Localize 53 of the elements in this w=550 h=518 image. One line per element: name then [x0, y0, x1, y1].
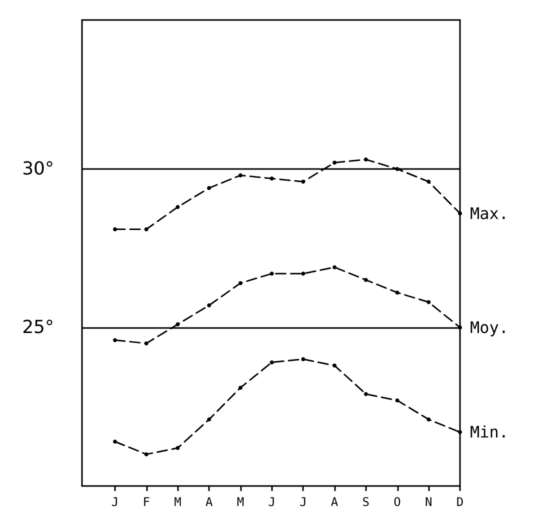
point	[144, 341, 148, 346]
point	[238, 173, 242, 178]
point	[395, 290, 400, 295]
series-label: Max.	[470, 204, 509, 223]
point	[301, 272, 306, 276]
point	[364, 392, 368, 396]
x-tick-label: J	[268, 495, 276, 509]
x-tick-label: A	[205, 495, 214, 509]
point	[458, 211, 462, 216]
series-label: Min.	[470, 422, 509, 442]
point	[207, 303, 212, 308]
point	[207, 186, 212, 190]
x-tick-label: S	[362, 495, 370, 509]
point	[426, 417, 431, 422]
point	[458, 430, 462, 434]
point	[176, 446, 180, 450]
point	[144, 227, 148, 232]
point	[113, 338, 117, 342]
point	[364, 278, 368, 282]
x-tick-label: O	[394, 495, 401, 509]
point	[270, 360, 274, 364]
point	[113, 440, 117, 444]
point	[176, 205, 180, 210]
x-tick-label: D	[456, 495, 464, 509]
point	[395, 166, 400, 171]
point	[238, 386, 242, 390]
x-tick-label: N	[425, 495, 432, 509]
point	[301, 357, 306, 362]
point	[238, 281, 242, 286]
y-tick-label: 30°	[22, 158, 54, 180]
x-tick-label: J	[300, 495, 307, 509]
point	[332, 364, 337, 368]
point	[426, 180, 431, 184]
point	[144, 452, 148, 456]
series-label: Moy.	[470, 318, 509, 337]
point	[364, 157, 368, 162]
point	[270, 272, 274, 276]
point	[176, 322, 180, 326]
point	[332, 265, 337, 270]
x-tick-label: M	[236, 495, 244, 509]
y-tick-label: 25°	[22, 316, 54, 338]
point	[458, 326, 462, 330]
x-tick-label: A	[330, 495, 339, 509]
point	[395, 398, 400, 402]
x-tick-label: J	[111, 495, 119, 509]
point	[426, 300, 431, 304]
point	[270, 176, 274, 180]
point	[301, 180, 306, 184]
point	[113, 227, 117, 232]
point	[332, 160, 337, 165]
point	[207, 417, 212, 422]
x-tick-label: M	[174, 495, 182, 509]
x-tick-label: F	[142, 495, 150, 509]
